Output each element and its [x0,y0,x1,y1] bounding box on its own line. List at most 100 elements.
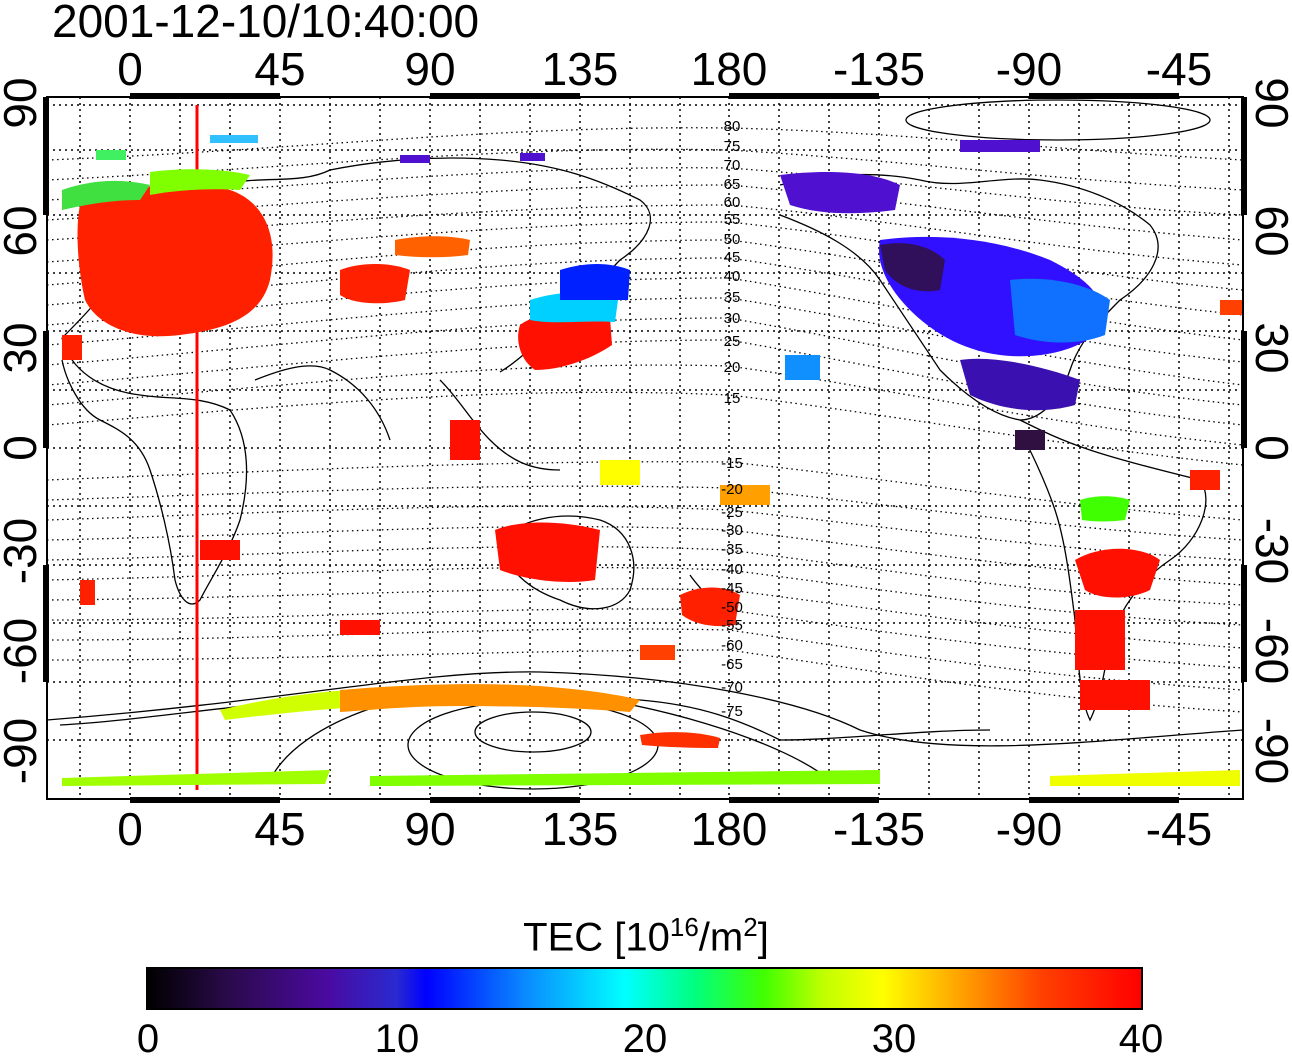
mlat-label: -65 [721,656,743,673]
tec-region-south-pole-band-2 [370,770,880,786]
lon-tick-top: 0 [117,43,143,95]
colorbar-title-exponent-2: 2 [743,912,758,942]
tec-region-new-zealand [680,587,740,627]
tec-pixel [340,620,380,635]
tec-region-asia-2 [395,236,470,258]
tec-pixel [80,580,95,605]
map-border-ticks [43,93,1247,803]
lon-tick-bottom: -45 [1145,803,1213,855]
mlat-label: -70 [721,679,743,696]
colorbar-title-suffix: ] [757,915,769,960]
tec-region-north-america-east [1010,278,1110,343]
tec-data [62,135,1242,786]
tec-pixel [1075,610,1125,670]
mlat-label: -45 [721,580,743,597]
lat-tick-right: 0 [1246,435,1292,461]
lon-tick-top: -90 [995,43,1063,95]
lat-axis-right: 90 60 30 0 -30 -60 -90 [1246,77,1292,784]
mlat-label: -40 [721,561,743,578]
tec-pixel [1080,680,1150,710]
mlat-label: 75 [724,138,741,155]
lat-tick-right: -90 [1246,718,1292,784]
tec-region-antarctic-3 [640,732,720,748]
mlat-label: -55 [721,617,743,634]
tec-region-east-asia [518,312,612,370]
lon-tick-bottom: 180 [690,803,768,855]
mlat-label: -75 [721,703,743,720]
tec-pixel [1220,300,1242,315]
colorbar-tick: 10 [374,1017,420,1061]
mlat-label: -35 [721,541,743,558]
tec-map: 90 60 30 0 -30 -60 -90 90 60 30 0 -30 -6… [0,77,1292,803]
lat-tick-left: 30 [0,322,46,373]
tec-pixel [62,335,82,360]
mlat-label: -20 [721,481,743,498]
lat-tick-left: -90 [0,718,46,784]
mlat-label: 50 [724,231,741,248]
lat-tick-left: -60 [0,618,46,684]
colorbar-title: TEC [1016/m2] [0,905,1292,959]
lat-tick-left: 60 [0,205,46,256]
tec-region-central-america [960,358,1080,411]
tec-region-japan-blue [560,264,630,300]
lon-tick-top: 135 [541,43,619,95]
tec-pixel [210,135,258,143]
mlat-label: 20 [724,359,741,376]
tec-region-central-asia [340,264,410,304]
tec-region-na-dark [880,243,945,292]
tec-region-south-america [1075,548,1160,598]
tec-pixel [200,540,240,560]
tec-pixel [450,420,480,460]
colorbar-title-exponent: 16 [669,912,699,942]
mlat-label: 80 [724,118,741,135]
mlat-label: 25 [724,333,741,350]
mlat-label: 40 [724,268,741,285]
tec-region-australia [495,522,600,582]
lon-tick-bottom: 0 [117,803,143,855]
colorbar-tick: 30 [871,1017,917,1061]
lat-tick-right: 60 [1246,205,1292,256]
lat-tick-left: 0 [0,435,46,461]
tec-region-alaska [780,172,900,214]
mlat-label: -15 [721,455,743,472]
lon-tick-bottom: -90 [995,803,1063,855]
tec-pixel [400,155,430,163]
lat-tick-left: -30 [0,518,46,584]
colorbar-tick: 0 [136,1017,160,1061]
mlat-label: 60 [724,194,741,211]
mlat-label: -30 [721,522,743,539]
mlat-label: -50 [721,599,743,616]
mlat-label: -25 [721,504,743,521]
tec-region-europe [77,185,273,337]
lon-tick-bottom: 45 [254,803,306,855]
mlat-label: 65 [724,176,741,193]
lon-tick-bottom: 90 [404,803,456,855]
mlat-label: 15 [724,390,741,407]
mlat-label: 30 [724,310,741,327]
mlat-label: 45 [724,249,741,266]
tec-colorbar [146,967,1143,1010]
timestamp-title: 2001-12-10/10:40:00 [52,0,480,47]
lat-tick-right: 30 [1246,322,1292,373]
lat-tick-right: -60 [1246,618,1292,684]
lat-tick-right: 90 [1246,77,1292,128]
mlat-label: -60 [721,637,743,654]
lat-tick-left: 90 [0,77,46,128]
tec-region-south-pole-band-3 [1050,770,1240,786]
tec-region-south-pole-band-1 [62,770,330,786]
tec-pixel [96,150,126,160]
lon-tick-top: 90 [404,43,456,95]
colorbar-tick: 40 [1118,1017,1164,1061]
lon-tick-top: -45 [1145,43,1213,95]
tec-pixel [640,645,675,660]
tec-region-sa-green [1080,496,1130,522]
tec-pixel [1190,470,1220,490]
tec-pixel [1015,430,1045,450]
mlat-label: 55 [724,211,741,228]
tec-region-north-atlantic [62,180,150,210]
tec-pixel [785,355,820,380]
lon-tick-bottom: 135 [541,803,619,855]
lon-tick-top: -135 [832,43,926,95]
tec-pixel [960,140,1040,152]
tec-region-antarctic-2 [340,684,640,712]
